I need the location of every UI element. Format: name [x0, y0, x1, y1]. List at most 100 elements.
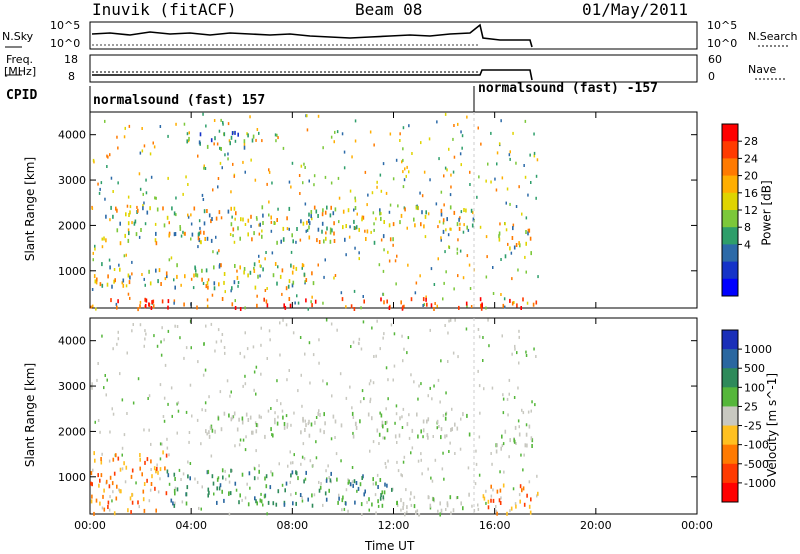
scatter-cell — [262, 503, 264, 507]
scatter-cell — [494, 177, 496, 181]
scatter-cell — [276, 133, 278, 137]
scatter-cell — [502, 397, 505, 401]
scatter-cell — [533, 154, 536, 158]
colorbar-swatch — [722, 261, 738, 280]
scatter-cell — [274, 420, 276, 425]
scatter-cell — [107, 500, 110, 505]
scatter-cell — [174, 501, 176, 505]
scatter-cell — [520, 306, 522, 310]
scatter-cell — [255, 499, 257, 504]
scatter-cell — [460, 163, 462, 167]
scatter-cell — [377, 485, 379, 489]
scatter-cell — [239, 307, 242, 311]
scatter-cell — [274, 417, 276, 421]
scatter-cell — [159, 457, 162, 461]
scatter-cell — [338, 493, 340, 497]
scatter-cell — [392, 177, 395, 181]
scatter-cell — [253, 370, 256, 374]
scatter-cell — [237, 284, 239, 288]
scatter-cell — [234, 130, 236, 135]
scatter-cell — [119, 241, 122, 246]
scatter-cell — [308, 433, 311, 438]
scatter-cell — [515, 205, 518, 208]
scatter-cell — [311, 217, 313, 221]
scatter-cell — [215, 216, 218, 221]
scatter-cell — [178, 468, 181, 472]
scatter-cell — [128, 213, 130, 217]
scatter-cell — [533, 151, 536, 155]
scatter-cell — [299, 493, 302, 497]
scatter-cell — [369, 449, 371, 453]
scatter-cell — [230, 135, 233, 140]
scatter-cell — [268, 213, 270, 217]
scatter-cell — [243, 267, 246, 271]
scatter-cell — [371, 502, 373, 507]
scatter-cell — [194, 477, 196, 481]
scatter-cell — [376, 180, 378, 184]
scatter-cell — [449, 227, 451, 231]
scatter-cell — [211, 293, 214, 297]
scatter-cell — [342, 209, 345, 214]
scatter-cell — [450, 511, 452, 515]
scatter-cell — [526, 493, 528, 498]
nave-tick-top: 60 — [708, 53, 722, 66]
scatter-cell — [211, 474, 214, 479]
scatter-cell — [234, 217, 236, 221]
scatter-cell — [112, 190, 114, 193]
scatter-cell — [379, 478, 382, 482]
scatter-cell — [180, 283, 182, 287]
scatter-cell — [207, 285, 209, 290]
scatter-cell — [311, 295, 313, 299]
scatter-cell — [223, 346, 226, 349]
scatter-cell — [361, 217, 363, 222]
scatter-cell — [262, 213, 264, 218]
scatter-cell — [440, 427, 443, 432]
scatter-cell — [203, 230, 205, 235]
scatter-cell — [340, 459, 342, 463]
scatter-cell — [206, 236, 209, 241]
scatter-cell — [167, 176, 169, 180]
scatter-cell — [144, 304, 147, 308]
scatter-cell — [519, 243, 521, 248]
scatter-cell — [527, 410, 530, 414]
scatter-cell — [117, 181, 119, 185]
scatter-cell — [286, 425, 288, 429]
scatter-cell — [276, 399, 278, 402]
scatter-cell — [490, 484, 492, 489]
scatter-cell — [379, 208, 381, 213]
scatter-cell — [272, 433, 274, 438]
scatter-cell — [262, 221, 264, 225]
scatter-cell — [264, 434, 266, 439]
scatter-cell — [224, 469, 226, 473]
scatter-cell — [467, 228, 470, 232]
scatter-cell — [269, 485, 272, 490]
scatter-cell — [429, 178, 431, 182]
scatter-cell — [212, 481, 215, 486]
scatter-cell — [185, 175, 187, 179]
scatter-cell — [491, 462, 493, 466]
scatter-cell — [253, 262, 256, 267]
scatter-cell — [322, 208, 324, 213]
scatter-cell — [486, 255, 488, 259]
scatter-cell — [476, 195, 478, 199]
scatter-cell — [213, 265, 215, 270]
scatter-cell — [336, 328, 338, 332]
scatter-cell — [224, 153, 226, 157]
scatter-cell — [459, 249, 462, 253]
scatter-cell — [148, 269, 150, 274]
scatter-cell — [310, 422, 313, 427]
scatter-cell — [444, 416, 447, 421]
scatter-cell — [149, 488, 152, 492]
power-panel — [89, 111, 698, 312]
scatter-cell — [174, 477, 176, 481]
scatter-cell — [189, 319, 192, 323]
beam-title: Beam 08 — [355, 0, 423, 19]
scatter-cell — [197, 236, 200, 241]
scatter-cell — [511, 352, 513, 356]
scatter-cell — [448, 246, 451, 249]
scatter-cell — [94, 247, 96, 251]
scatter-cell — [337, 176, 340, 180]
scatter-cell — [234, 444, 236, 448]
scatter-cell — [196, 418, 199, 422]
scatter-cell — [382, 234, 385, 239]
